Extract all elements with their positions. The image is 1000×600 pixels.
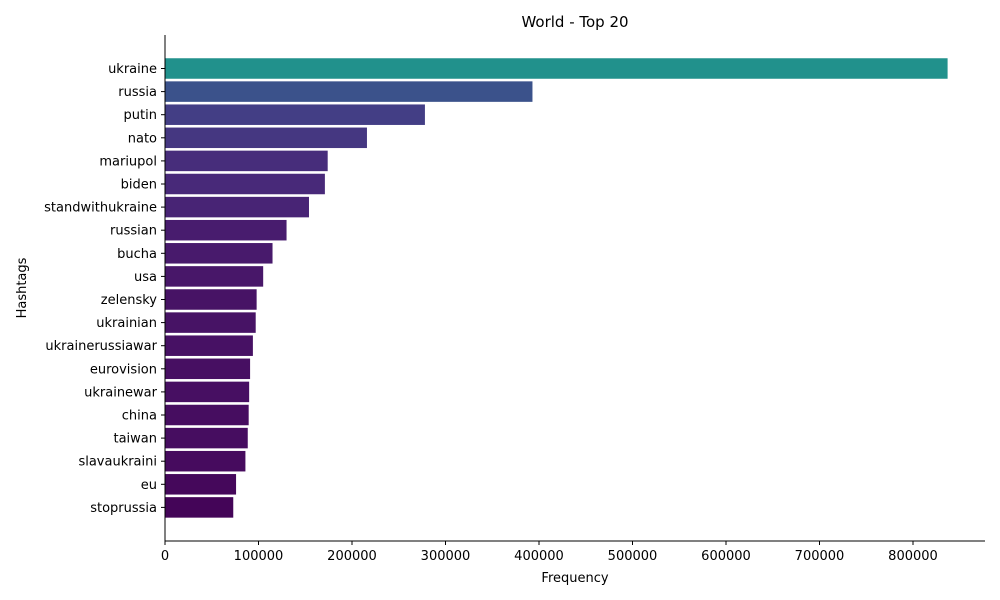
x-ticks: 0 100000 200000 300000 400000 500000 600000 700…	[161, 541, 938, 564]
bar-mariupol	[165, 150, 328, 172]
bar-russia	[165, 81, 533, 102]
bars-group	[165, 58, 948, 518]
y-tick-label: usa	[134, 270, 157, 285]
bar-usa	[165, 266, 264, 287]
bar-eurovision	[165, 358, 251, 380]
bar-ukraine	[165, 58, 948, 79]
y-tick-label: stoprussia	[90, 501, 157, 516]
x-tick-label: 700000	[795, 549, 845, 564]
y-tick-label: zelensky	[101, 293, 158, 308]
bar-nato	[165, 127, 367, 149]
y-tick-label: nato	[128, 131, 157, 146]
x-tick-label: 0	[161, 549, 169, 564]
x-tick-label: 400000	[514, 549, 564, 564]
x-tick-label: 600000	[701, 549, 751, 564]
y-tick-label: biden	[121, 178, 157, 193]
bar-ukrainian	[165, 312, 256, 333]
bar-zelensky	[165, 289, 257, 310]
y-tick-label: taiwan	[113, 432, 157, 447]
y-tick-label: eu	[141, 478, 157, 493]
y-tick-label: ukrainian	[96, 316, 157, 331]
bar-standwithukraine	[165, 196, 309, 218]
y-tick-label: ukrainerussiawar	[45, 339, 157, 354]
bar-taiwan	[165, 427, 248, 449]
y-tick-label: bucha	[117, 247, 157, 262]
bar-russian	[165, 219, 287, 241]
y-tick-label: slavaukraini	[78, 455, 157, 470]
y-tick-labels: ukraine russia putin nato mariupol biden stand…	[44, 62, 165, 516]
bar-eu	[165, 474, 237, 495]
x-tick-label: 100000	[234, 549, 284, 564]
bar-stoprussia	[165, 497, 234, 518]
y-axis-label: Hashtags	[15, 257, 30, 318]
bar-ukrainewar	[165, 381, 250, 403]
chart-title: World - Top 20	[521, 13, 628, 31]
y-tick-label: russian	[110, 224, 157, 239]
x-tick-label: 200000	[327, 549, 377, 564]
y-tick-label: mariupol	[99, 154, 157, 169]
bar-bucha	[165, 243, 273, 264]
y-tick-label: eurovision	[90, 362, 157, 377]
y-tick-label: putin	[124, 108, 157, 123]
bar-biden	[165, 173, 325, 195]
bar-putin	[165, 104, 425, 125]
x-axis-label: Frequency	[541, 571, 608, 586]
y-tick-label: standwithukraine	[44, 201, 157, 216]
y-tick-label: china	[122, 409, 157, 424]
x-tick-label: 800000	[888, 549, 938, 564]
bar-ukrainerussiawar	[165, 335, 253, 356]
x-tick-label: 500000	[608, 549, 658, 564]
y-tick-label: russia	[118, 85, 157, 100]
bar-china	[165, 404, 249, 426]
bar-slavaukraini	[165, 450, 246, 472]
x-tick-label: 300000	[421, 549, 471, 564]
y-tick-label: ukrainewar	[84, 385, 158, 400]
y-tick-label: ukraine	[108, 62, 157, 77]
